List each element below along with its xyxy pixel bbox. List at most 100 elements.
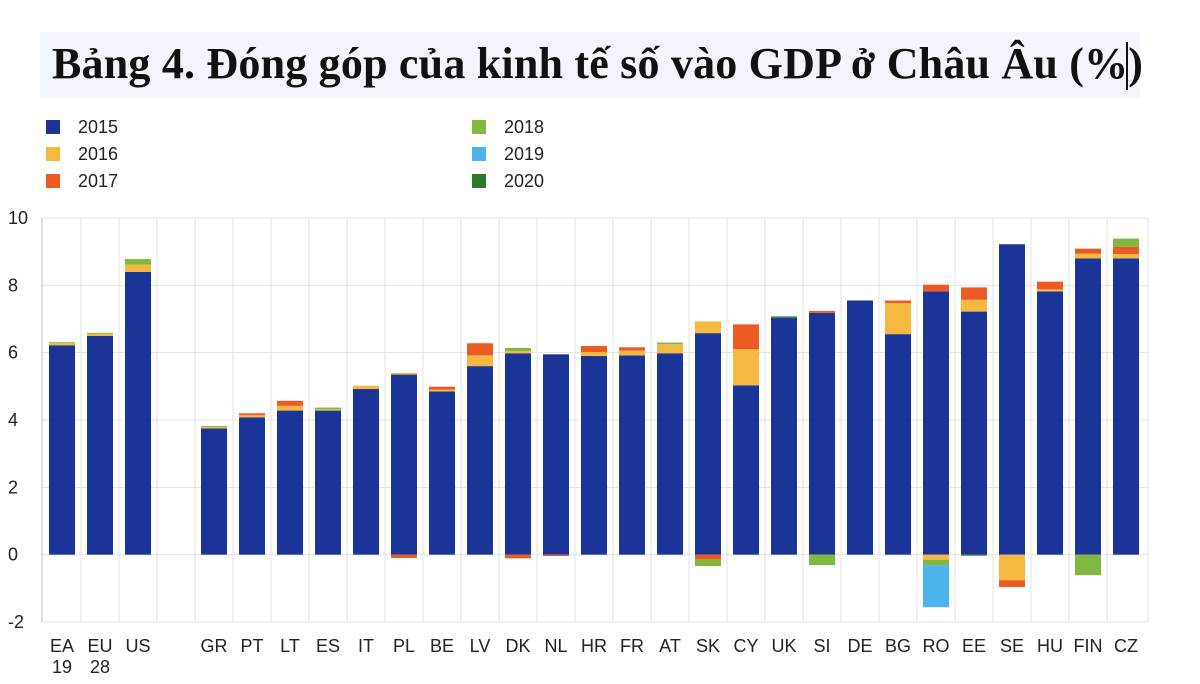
bar-FR-2016 <box>619 350 645 356</box>
chart-title: Bảng 4. Đóng góp của kinh tế số vào GDP … <box>52 39 1144 88</box>
bar-RO-2015 <box>923 291 949 555</box>
bar-DK-2017 <box>505 554 531 559</box>
bar-RO-2016 <box>923 554 949 560</box>
bar-BG-2016 <box>885 303 911 335</box>
x-tick-label-SI: SI <box>813 636 830 656</box>
bar-SE-2015 <box>999 244 1025 555</box>
x-tick-label-DE: DE <box>847 636 872 656</box>
x-tick-label-PT: PT <box>240 636 263 656</box>
bar-CZ-2016 <box>1113 254 1139 259</box>
bar-NL-2017 <box>543 554 569 557</box>
bar-EU-2015 <box>87 335 113 555</box>
x-tick-label-SE: SE <box>1000 636 1024 656</box>
y-tick-label: 2 <box>8 477 18 497</box>
x-tick-label-US: US <box>125 636 150 656</box>
bar-FR-2015 <box>619 355 645 555</box>
bar-GR-2016 <box>201 427 227 429</box>
y-axis: 10 8 6 4 2 0 -2 <box>8 208 28 632</box>
x-tick-label-SK: SK <box>696 636 720 656</box>
bar-IT-2016 <box>353 385 379 390</box>
bar-AT-2018 <box>657 342 683 345</box>
bar-PT-2017 <box>239 413 265 416</box>
bar-PT-2016 <box>239 415 265 418</box>
bar-BE-2015 <box>429 391 455 555</box>
bar-EU-2016 <box>87 333 113 336</box>
bar-SI-2017 <box>809 310 835 313</box>
x-tick-label-FIN: FIN <box>1074 636 1103 656</box>
x-tick-label-NL: NL <box>544 636 567 656</box>
bar-LV-2015 <box>467 366 493 555</box>
bar-EU-2018 <box>87 332 113 334</box>
bar-CZ-2017 <box>1113 246 1139 255</box>
legend-swatch-2018 <box>472 120 486 134</box>
bar-DE-2015 <box>847 300 873 555</box>
bar-EE-2020 <box>961 554 987 556</box>
x-tick-label-PL: PL <box>393 636 415 656</box>
legend: 2015 2016 2017 2018 2019 2020 <box>46 117 544 191</box>
x-tick-label-EA-line2: 19 <box>52 657 72 677</box>
bar-BG-2017 <box>885 300 911 304</box>
x-tick-label-EE: EE <box>962 636 986 656</box>
bar-SI-2018 <box>809 554 835 566</box>
x-tick-label-HR: HR <box>581 636 607 656</box>
legend-swatch-2020 <box>472 174 486 188</box>
bar-SK-2017 <box>695 554 721 560</box>
y-tick-label: 10 <box>8 208 28 228</box>
x-tick-label-EU: EU <box>87 636 112 656</box>
bar-EE-2015 <box>961 311 987 555</box>
bar-ES-2018 <box>315 407 341 410</box>
bar-BG-2015 <box>885 334 911 555</box>
bar-HU-2017 <box>1037 281 1063 290</box>
x-tick-label-BG: BG <box>885 636 911 656</box>
bar-LV-2016 <box>467 355 493 367</box>
legend-swatch-2016 <box>46 147 60 161</box>
bar-LT-2017 <box>277 400 303 406</box>
bar-AT-2015 <box>657 353 683 555</box>
bar-SE-2016 <box>999 554 1025 581</box>
y-tick-label: 6 <box>8 343 18 363</box>
bar-LT-2015 <box>277 410 303 555</box>
bar-EA-2018 <box>49 342 75 344</box>
x-tick-label-FR: FR <box>620 636 644 656</box>
bar-IT-2015 <box>353 389 379 555</box>
bar-RO-2019 <box>923 565 949 608</box>
bar-EA-2016 <box>49 343 75 346</box>
bar-SK-2018 <box>695 559 721 567</box>
bars <box>49 238 1139 608</box>
bar-SK-2015 <box>695 333 721 555</box>
x-tick-label-AT: AT <box>659 636 681 656</box>
bar-RO-2018 <box>923 559 949 566</box>
x-tick-label-HU: HU <box>1037 636 1063 656</box>
bar-PL-2016 <box>391 372 417 375</box>
x-tick-label-EU-line2: 28 <box>90 657 110 677</box>
legend-label-2017: 2017 <box>78 171 118 191</box>
bar-DK-2018 <box>505 347 531 351</box>
legend-swatch-2017 <box>46 174 60 188</box>
legend-swatch-2015 <box>46 120 60 134</box>
x-tick-label-LV: LV <box>470 636 491 656</box>
bar-UK-2018 <box>771 315 797 318</box>
x-tick-label-EA: EA <box>50 636 74 656</box>
legend-label-2016: 2016 <box>78 144 118 164</box>
bar-HR-2015 <box>581 356 607 555</box>
bar-CY-2015 <box>733 385 759 555</box>
bar-HU-2016 <box>1037 289 1063 292</box>
legend-swatch-2019 <box>472 147 486 161</box>
bar-LT-2016 <box>277 405 303 411</box>
x-tick-label-UK: UK <box>771 636 796 656</box>
bar-FIN-2017 <box>1075 248 1101 254</box>
bar-FIN-2018 <box>1075 554 1101 576</box>
bar-FR-2017 <box>619 347 645 351</box>
y-tick-label: -2 <box>8 612 24 632</box>
text-cursor <box>1126 42 1128 90</box>
bar-DK-2016 <box>505 350 531 354</box>
y-tick-label: 8 <box>8 275 18 295</box>
x-tick-label-CY: CY <box>733 636 758 656</box>
bar-PL-2017 <box>391 554 417 559</box>
x-tick-label-LT: LT <box>280 636 300 656</box>
bar-EE-2017 <box>961 287 987 300</box>
bar-CZ-2018 <box>1113 238 1139 247</box>
bar-AT-2016 <box>657 344 683 354</box>
